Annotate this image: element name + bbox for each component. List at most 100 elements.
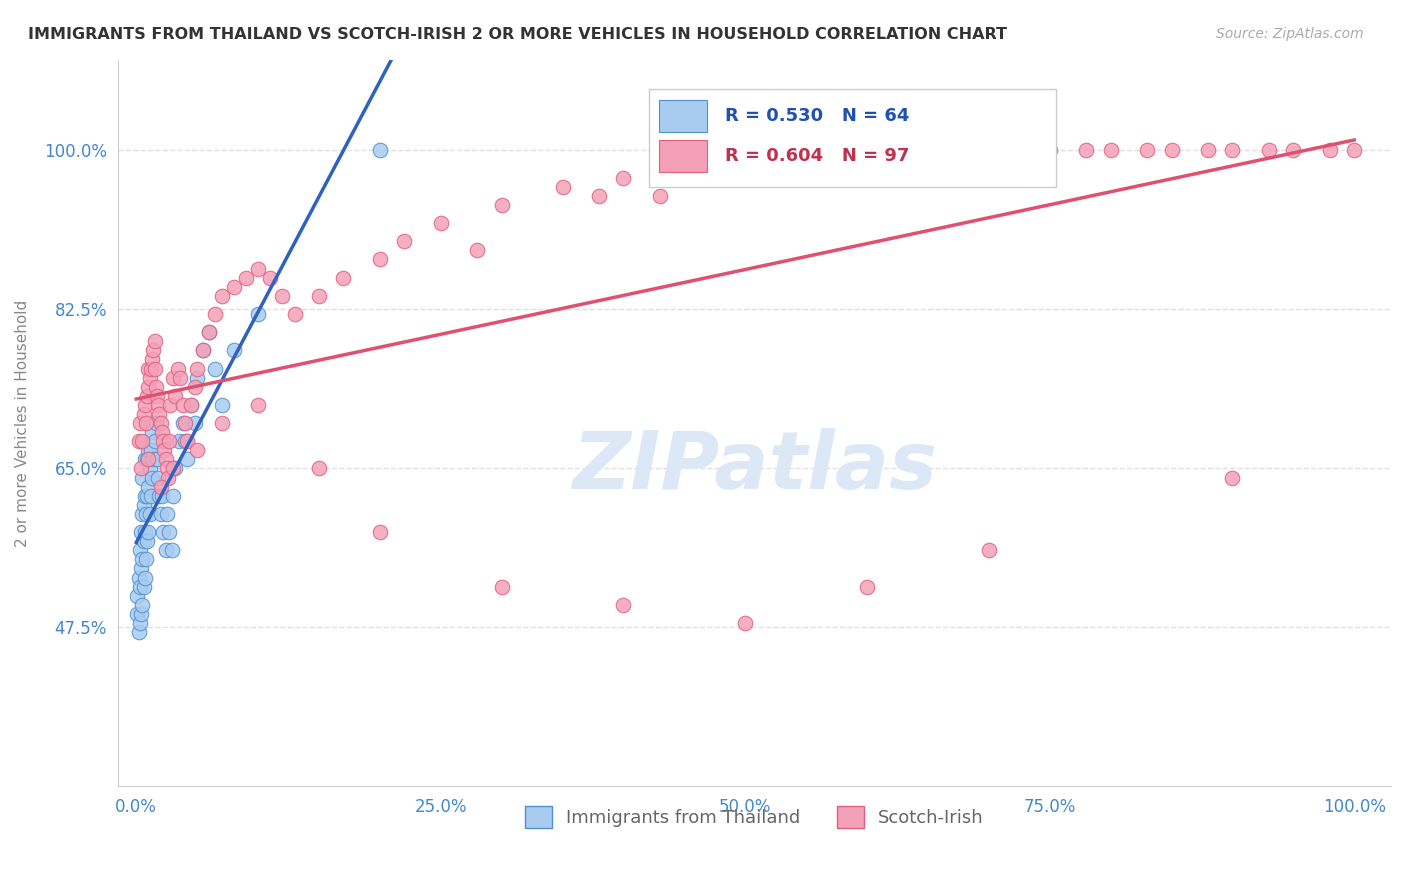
Point — [150, 425, 173, 439]
Point — [129, 607, 152, 621]
Point — [135, 507, 157, 521]
Point — [129, 524, 152, 539]
Point — [368, 144, 391, 158]
Point — [831, 153, 853, 167]
Legend: Immigrants from Thailand, Scotch-Irish: Immigrants from Thailand, Scotch-Irish — [517, 799, 991, 836]
FancyBboxPatch shape — [648, 88, 1056, 186]
Point — [1222, 470, 1244, 484]
Point — [143, 361, 166, 376]
Point — [132, 498, 155, 512]
Point — [155, 543, 177, 558]
Point — [167, 434, 190, 449]
Point — [132, 407, 155, 421]
Point — [917, 144, 939, 158]
Point — [612, 598, 634, 612]
Text: ZIPatlas: ZIPatlas — [572, 427, 936, 506]
Point — [612, 170, 634, 185]
Point — [139, 489, 162, 503]
Point — [128, 434, 150, 449]
Point — [193, 343, 215, 358]
Point — [156, 507, 179, 521]
Point — [156, 470, 179, 484]
Point — [174, 416, 197, 430]
Point — [429, 216, 451, 230]
Point — [247, 261, 270, 276]
Point — [149, 416, 172, 430]
Point — [180, 398, 202, 412]
Point — [198, 325, 221, 339]
Point — [153, 443, 176, 458]
Point — [129, 416, 152, 430]
Point — [856, 580, 879, 594]
Point — [129, 580, 152, 594]
Point — [211, 289, 233, 303]
Point — [156, 461, 179, 475]
Point — [142, 452, 165, 467]
Text: R = 0.604   N = 97: R = 0.604 N = 97 — [725, 146, 910, 164]
Point — [136, 452, 159, 467]
Point — [139, 443, 162, 458]
Point — [132, 580, 155, 594]
Point — [138, 507, 160, 521]
Point — [1319, 144, 1341, 158]
Point — [145, 416, 167, 430]
Point — [138, 461, 160, 475]
Point — [145, 380, 167, 394]
Point — [734, 615, 756, 630]
Point — [1282, 144, 1305, 158]
Point — [157, 434, 180, 449]
Point — [142, 343, 165, 358]
Point — [157, 524, 180, 539]
Point — [138, 370, 160, 384]
Point — [138, 380, 160, 394]
Point — [148, 398, 170, 412]
Point — [198, 325, 221, 339]
Point — [176, 434, 198, 449]
Point — [129, 543, 152, 558]
Point — [128, 570, 150, 584]
Point — [165, 461, 187, 475]
Point — [247, 398, 270, 412]
Point — [1197, 144, 1219, 158]
Point — [136, 534, 159, 549]
Point — [138, 443, 160, 458]
Point — [138, 361, 160, 376]
Point — [332, 270, 354, 285]
Point — [172, 416, 194, 430]
Point — [977, 543, 1000, 558]
Point — [152, 434, 174, 449]
Point — [893, 153, 915, 167]
Point — [186, 370, 208, 384]
Point — [1076, 144, 1098, 158]
Point — [734, 153, 756, 167]
Point — [136, 489, 159, 503]
Point — [169, 370, 191, 384]
Point — [143, 434, 166, 449]
Point — [148, 407, 170, 421]
Point — [132, 534, 155, 549]
Point — [141, 425, 163, 439]
Point — [149, 480, 172, 494]
Point — [134, 489, 156, 503]
Point — [165, 389, 187, 403]
Point — [131, 434, 153, 449]
Y-axis label: 2 or more Vehicles in Household: 2 or more Vehicles in Household — [15, 300, 30, 547]
Point — [149, 507, 172, 521]
Point — [152, 524, 174, 539]
Point — [259, 270, 281, 285]
Point — [129, 615, 152, 630]
Point — [162, 489, 184, 503]
Point — [184, 380, 207, 394]
Point — [138, 524, 160, 539]
Point — [710, 170, 733, 185]
Point — [128, 625, 150, 640]
Point — [794, 144, 817, 158]
Point — [271, 289, 294, 303]
Point — [131, 507, 153, 521]
Point — [204, 361, 226, 376]
Point — [222, 279, 245, 293]
Point — [673, 161, 696, 176]
Point — [368, 252, 391, 267]
Point — [211, 416, 233, 430]
Point — [1039, 144, 1062, 158]
